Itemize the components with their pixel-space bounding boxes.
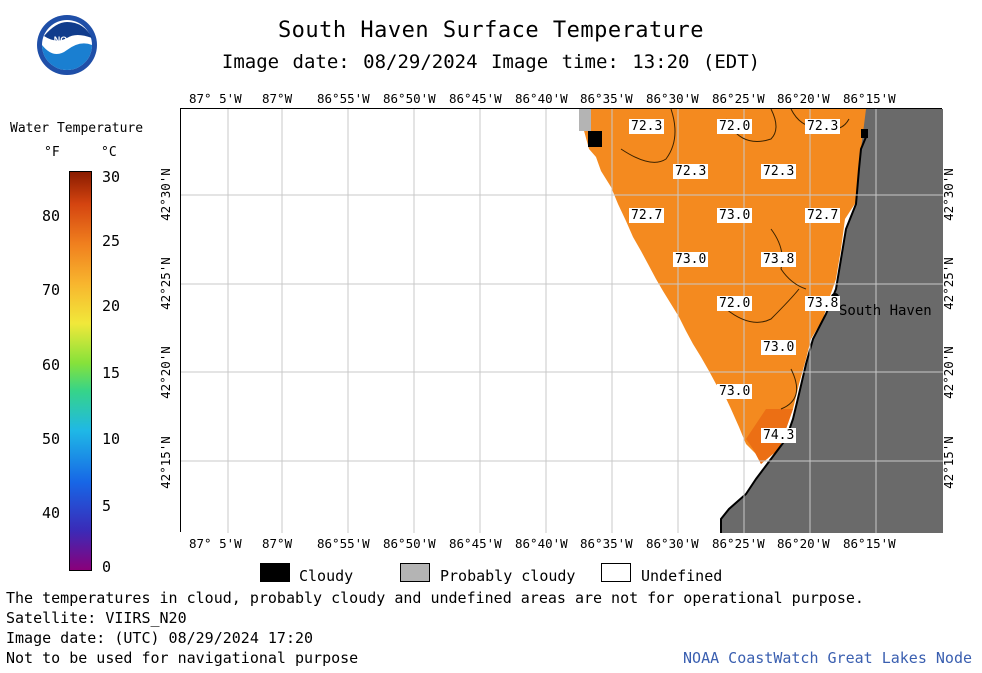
temperature-label: 72.3 — [629, 119, 665, 134]
image-datetime: Image date: 08/29/2024 Image time: 13:20… — [221, 51, 761, 73]
graticule — [181, 109, 943, 533]
lat-label-left: 42°25'N — [157, 257, 173, 310]
f-tick: 80 — [41, 207, 60, 225]
lon-label-bottom: 86°45'W — [449, 536, 502, 551]
c-tick: 5 — [102, 497, 112, 515]
lon-label-top: 86°20'W — [777, 91, 830, 106]
lon-label-bottom: 86°55'W — [317, 536, 370, 551]
lon-label-top: 86°55'W — [317, 91, 370, 106]
noaa-logo: NOAA — [36, 14, 98, 76]
lat-label-right: 42°20'N — [940, 346, 956, 399]
lon-label-bottom: 86°25'W — [712, 536, 765, 551]
c-tick: 15 — [102, 364, 121, 382]
lat-label-right: 42°15'N — [940, 436, 956, 489]
temperature-label: 73.0 — [673, 252, 709, 267]
place-label: South Haven — [839, 303, 932, 319]
temperature-label: 73.8 — [805, 296, 841, 311]
temperature-label: 73.8 — [761, 252, 797, 267]
unit-fahrenheit: °F — [44, 145, 60, 160]
cloudy-pixels — [588, 131, 602, 147]
shoreline — [720, 136, 867, 533]
page-title: South Haven Surface Temperature — [277, 18, 705, 43]
temperature-label: 72.3 — [761, 164, 797, 179]
lat-label-right: 42°25'N — [940, 257, 956, 310]
color-scale-bar — [69, 171, 92, 571]
lat-label-left: 42°30'N — [157, 168, 173, 221]
land-area — [721, 109, 943, 533]
disclaimer-text: The temperatures in cloud, probably clou… — [6, 589, 864, 607]
lon-label-bottom: 86°20'W — [777, 536, 830, 551]
temperature-label: 73.0 — [761, 340, 797, 355]
lon-label-top: 87° 5'W — [189, 91, 242, 106]
lon-label-top: 86°45'W — [449, 91, 502, 106]
temperature-label: 72.7 — [629, 208, 665, 223]
undefined-swatch — [601, 563, 631, 582]
unit-celsius: °C — [101, 145, 117, 160]
temperature-label: 73.0 — [717, 384, 753, 399]
lon-label-top: 86°30'W — [646, 91, 699, 106]
lat-label-left: 42°20'N — [157, 346, 173, 399]
satellite-text: Satellite: VIIRS_N20 — [6, 609, 187, 627]
cloudy-swatch — [260, 563, 290, 582]
lon-label-bottom: 86°15'W — [843, 536, 896, 551]
lon-label-bottom: 86°35'W — [580, 536, 633, 551]
temperature-label: 72.3 — [673, 164, 709, 179]
probably-cloudy-swatch — [400, 563, 430, 582]
c-tick: 30 — [102, 168, 121, 186]
temperature-map[interactable]: 72.3 72.0 72.3 72.3 72.3 72.7 73.0 72.7 … — [180, 108, 943, 533]
lon-label-bottom: 87° 5'W — [189, 536, 242, 551]
c-tick: 10 — [102, 430, 121, 448]
lat-label-left: 42°15'N — [157, 436, 173, 489]
c-tick: 25 — [102, 232, 121, 250]
f-tick: 70 — [41, 281, 60, 299]
legend-title: Water Temperature — [10, 121, 144, 136]
lon-label-bottom: 86°50'W — [383, 536, 436, 551]
temperature-label: 74.3 — [761, 428, 797, 443]
undefined-label: Undefined — [641, 567, 723, 585]
lake-water-area — [583, 109, 866, 464]
lon-label-top: 86°35'W — [580, 91, 633, 106]
lon-label-top: 87°W — [262, 91, 293, 106]
temperature-label: 72.7 — [805, 208, 841, 223]
probably-cloudy-pixels — [579, 109, 591, 131]
lon-label-top: 86°40'W — [515, 91, 568, 106]
temperature-label: 72.0 — [717, 296, 753, 311]
utc-date-text: Image date: (UTC) 08/29/2024 17:20 — [6, 629, 314, 647]
lon-label-top: 86°25'W — [712, 91, 765, 106]
f-tick: 50 — [41, 430, 60, 448]
logo-text: NOAA — [54, 35, 81, 45]
lat-label-right: 42°30'N — [940, 168, 956, 221]
lon-label-bottom: 87°W — [262, 536, 293, 551]
lon-label-top: 86°15'W — [843, 91, 896, 106]
c-tick: 0 — [102, 558, 112, 576]
credit-link[interactable]: NOAA CoastWatch Great Lakes Node — [683, 649, 972, 667]
temperature-label: 72.0 — [717, 119, 753, 134]
navigation-warning: Not to be used for navigational purpose — [6, 649, 359, 667]
temperature-label: 72.3 — [805, 119, 841, 134]
lon-label-bottom: 86°30'W — [646, 536, 699, 551]
probably-cloudy-label: Probably cloudy — [440, 567, 576, 585]
c-tick: 20 — [102, 297, 121, 315]
temperature-label: 73.0 — [717, 208, 753, 223]
lon-label-top: 86°50'W — [383, 91, 436, 106]
cloudy-pixel-shore — [861, 129, 868, 138]
lon-label-bottom: 86°40'W — [515, 536, 568, 551]
cloudy-label: Cloudy — [299, 567, 354, 585]
f-tick: 40 — [41, 504, 60, 522]
f-tick: 60 — [41, 356, 60, 374]
